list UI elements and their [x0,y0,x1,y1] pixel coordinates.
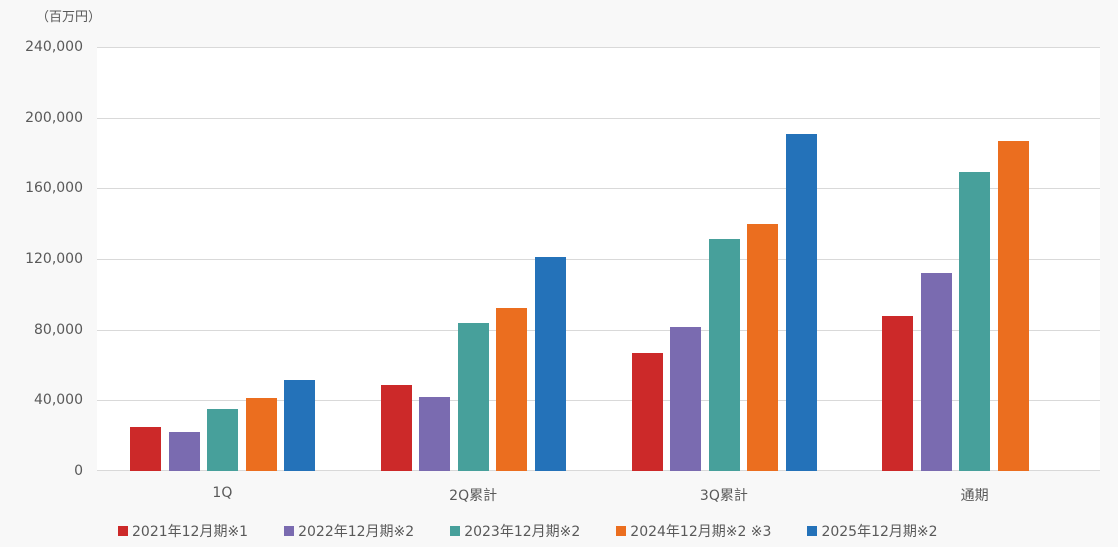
legend-item[interactable]: 2022年12月期※2 [284,521,414,541]
legend-item[interactable]: 2021年12月期※1 [118,521,248,541]
legend-label: 2024年12月期※2 ※3 [630,524,772,540]
gridline [97,47,1100,48]
legend-label: 2025年12月期※2 [821,524,938,540]
legend-swatch-icon [807,526,818,536]
bar[interactable] [670,327,701,471]
gridline [97,117,1100,119]
bar[interactable] [997,141,1029,471]
y-tick-label: 0 [74,463,83,479]
y-tick-label: 200,000 [25,109,83,126]
legend-item[interactable]: 2024年12月期※2 ※3 [616,521,771,541]
legend-item[interactable]: 2023年12月期※2 [450,521,580,541]
legend-label: 2022年12月期※2 [298,524,415,540]
bar[interactable] [130,427,161,471]
bar[interactable] [920,272,952,471]
x-tick-label: 通期 [960,488,989,504]
gridline [97,259,1100,260]
bar[interactable] [284,380,315,471]
legend-swatch-icon [616,526,627,536]
bar[interactable] [207,409,238,471]
plot-area [97,47,1100,471]
x-tick-label: 3Q累計 [699,488,748,504]
bar[interactable] [496,307,528,471]
y-tick-label: 40,000 [34,392,83,409]
gridline [97,329,1100,331]
legend-label: 2023年12月期※2 [464,524,581,540]
x-tick-label: 2Q累計 [449,488,498,504]
y-tick-label: 120,000 [25,251,83,267]
bar[interactable] [168,432,200,471]
bar[interactable] [457,322,489,471]
bar[interactable] [882,315,914,471]
bar[interactable] [631,353,663,471]
bar[interactable] [380,385,412,471]
bar[interactable] [785,133,817,471]
legend: 2021年12月期※1 2022年12月期※2 2023年12月期※2 2024年12… [118,521,974,541]
unit-label: （百万円） [36,10,102,25]
gridline [97,400,1100,402]
y-tick-label: 160,000 [25,180,83,197]
bar[interactable] [747,223,778,471]
gridline [97,470,1100,471]
y-tick-label: 240,000 [25,39,83,55]
gridline [97,188,1100,190]
bar[interactable] [419,397,451,471]
legend-swatch-icon [450,526,461,536]
legend-swatch-icon [284,526,295,536]
bar[interactable] [534,256,566,471]
bar[interactable] [245,398,277,471]
bar[interactable] [959,172,991,471]
legend-swatch-icon [118,526,128,536]
legend-item[interactable]: 2025年12月期※2 [807,521,938,541]
y-tick-label: 80,000 [34,321,83,338]
x-tick-label: 1Q [212,485,233,501]
bar[interactable] [708,238,740,471]
legend-label: 2021年12月期※1 [132,524,249,540]
